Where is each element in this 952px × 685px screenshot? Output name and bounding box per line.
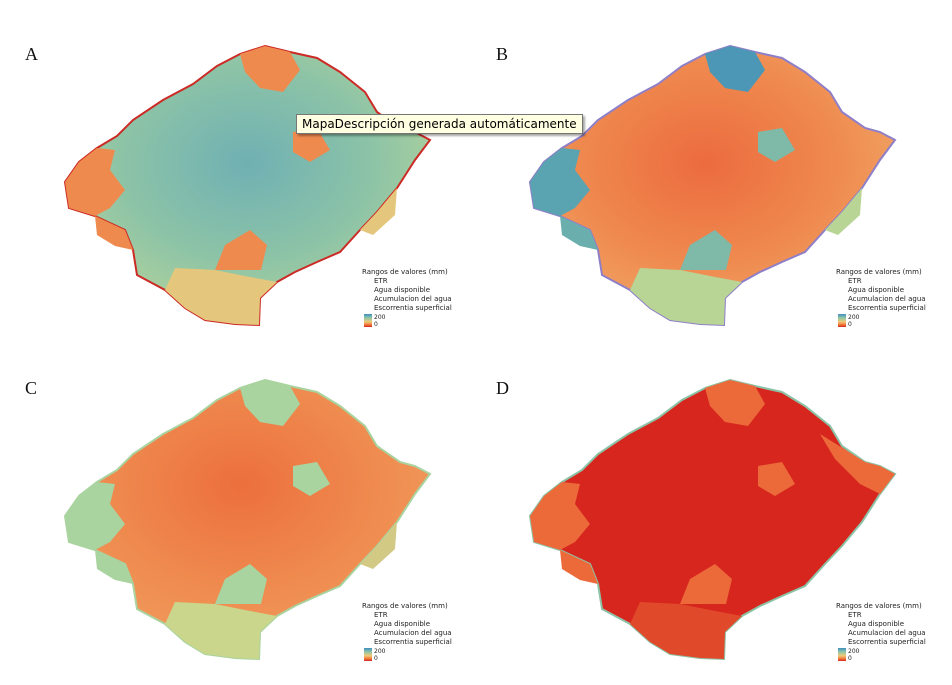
legend-item-etr: ETR [374,611,388,619]
legend-title: Rangos de valores (mm) [362,602,448,610]
legend-min: 0 [848,655,852,662]
legend-item-escorrentia: Escorrentia superficial [848,638,926,646]
legend-item-etr: ETR [848,611,862,619]
legend-color-ramp [364,648,372,661]
legend-b: Rangos de valores (mm) ETR Agua disponib… [836,268,926,328]
map-b [528,44,897,327]
legend-title: Rangos de valores (mm) [836,268,922,276]
legend-max: 200 [848,314,860,321]
legend-item-escorrentia: Escorrentia superficial [374,638,452,646]
legend-max: 200 [848,648,860,655]
panel-label-c: C [25,378,38,398]
map-d [528,378,897,661]
legend-item-acumulacion: Acumulacion del agua [848,295,926,303]
image-alt-tooltip: MapaDescripción generada automáticamente [296,114,583,134]
legend-item-agua-disponible: Agua disponible [374,286,431,294]
legend-item-acumulacion: Acumulacion del agua [848,629,926,637]
legend-a: Rangos de valores (mm) ETR Agua disponib… [362,268,452,328]
legend-item-acumulacion: Acumulacion del agua [374,629,452,637]
legend-color-ramp [838,648,846,661]
legend-item-acumulacion: Acumulacion del agua [374,295,452,303]
legend-title: Rangos de valores (mm) [836,602,922,610]
legend-item-agua-disponible: Agua disponible [848,620,905,628]
legend-item-etr: ETR [848,277,862,285]
panel-label-a: A [25,44,38,64]
legend-item-agua-disponible: Agua disponible [374,620,431,628]
legend-item-agua-disponible: Agua disponible [848,286,905,294]
legend-max: 200 [374,648,386,655]
legend-min: 0 [374,321,378,328]
legend-max: 200 [374,314,386,321]
panel-label-b: B [496,44,509,64]
legend-color-ramp [364,314,372,327]
legend-item-etr: ETR [374,277,388,285]
legend-item-escorrentia: Escorrentia superficial [374,304,452,312]
legend-min: 0 [374,655,378,662]
legend-min: 0 [848,321,852,328]
legend-title: Rangos de valores (mm) [362,268,448,276]
legend-item-escorrentia: Escorrentia superficial [848,304,926,312]
legend-c: Rangos de valores (mm) ETR Agua disponib… [362,602,452,662]
panel-label-d: D [496,378,509,398]
map-c [63,378,432,661]
legend-d: Rangos de valores (mm) ETR Agua disponib… [836,602,926,662]
legend-color-ramp [838,314,846,327]
